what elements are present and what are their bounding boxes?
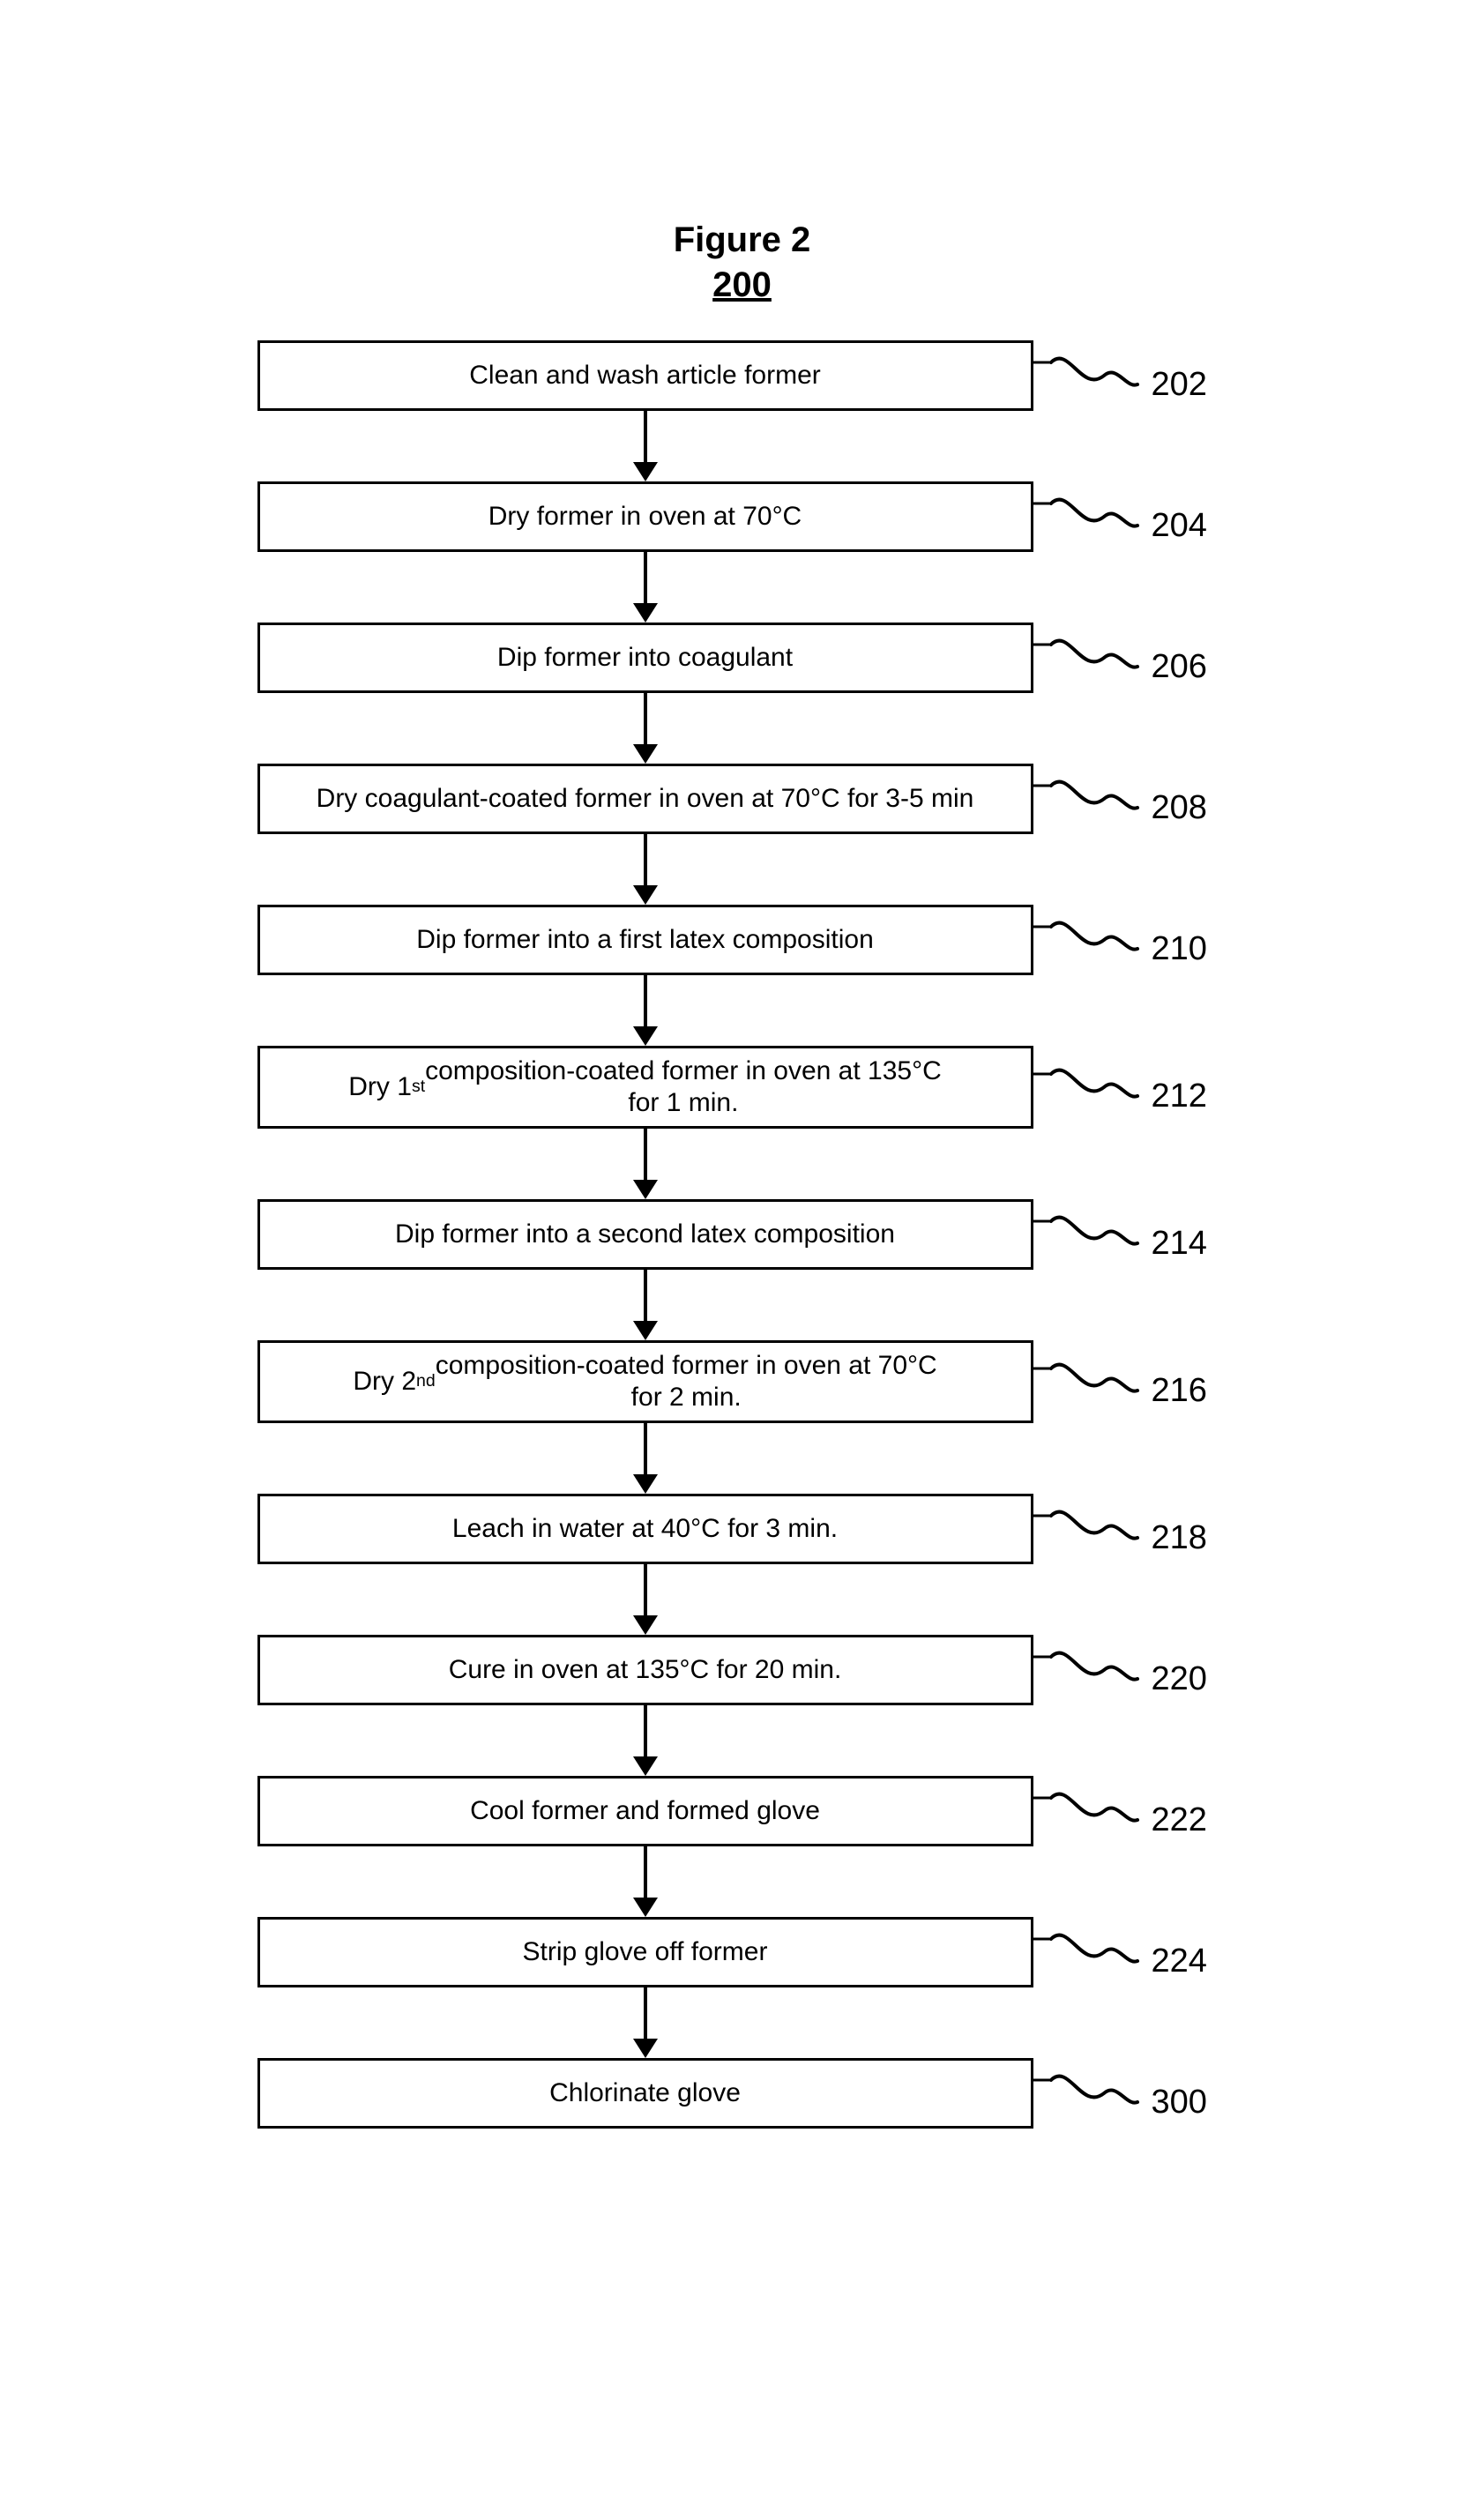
reference-leader: 214 xyxy=(1033,1204,1207,1265)
process-box: Leach in water at 40°C for 3 min. xyxy=(257,1494,1033,1564)
reference-number: 206 xyxy=(1152,648,1207,686)
flow-step: Strip glove off former 224 xyxy=(257,1917,1227,1987)
flow-step: Dip former into a second latex compositi… xyxy=(257,1199,1227,1270)
flow-arrow xyxy=(257,693,1033,764)
process-box: Dry 2nd composition-coated former in ove… xyxy=(257,1340,1033,1423)
process-box: Strip glove off former xyxy=(257,1917,1033,1987)
process-box: Cure in oven at 135°C for 20 min. xyxy=(257,1635,1033,1705)
process-box: Chlorinate glove xyxy=(257,2058,1033,2129)
process-box: Cool former and formed glove xyxy=(257,1776,1033,1846)
flow-step: Chlorinate glove 300 xyxy=(257,2058,1227,2129)
flow-arrow xyxy=(257,1129,1033,1199)
flow-step: Cool former and formed glove 222 xyxy=(257,1776,1227,1846)
process-box: Clean and wash article former xyxy=(257,340,1033,411)
flow-arrow xyxy=(257,1423,1033,1494)
flow-arrow xyxy=(257,1564,1033,1635)
reference-number: 216 xyxy=(1152,1372,1207,1410)
process-box: Dry former in oven at 70°C xyxy=(257,481,1033,552)
reference-leader: 216 xyxy=(1033,1351,1207,1413)
reference-leader: 220 xyxy=(1033,1639,1207,1701)
process-box: Dry coagulant-coated former in oven at 7… xyxy=(257,764,1033,834)
reference-number: 214 xyxy=(1152,1225,1207,1263)
flow-step: Dry coagulant-coated former in oven at 7… xyxy=(257,764,1227,834)
flow-arrow xyxy=(257,1987,1033,2058)
reference-leader: 224 xyxy=(1033,1921,1207,1983)
flow-arrow xyxy=(257,1705,1033,1776)
reference-leader: 208 xyxy=(1033,768,1207,830)
flow-step: Dip former into a first latex compositio… xyxy=(257,905,1227,975)
process-box: Dip former into a second latex compositi… xyxy=(257,1199,1033,1270)
reference-number: 212 xyxy=(1152,1078,1207,1115)
flow-arrow xyxy=(257,1846,1033,1917)
reference-leader: 218 xyxy=(1033,1498,1207,1560)
flow-step: Dry 2nd composition-coated former in ove… xyxy=(257,1340,1227,1423)
reference-number: 224 xyxy=(1152,1943,1207,1980)
reference-leader: 222 xyxy=(1033,1780,1207,1842)
flow-arrow xyxy=(257,834,1033,905)
figure-number: 200 xyxy=(0,265,1484,305)
flow-step: Leach in water at 40°C for 3 min. 218 xyxy=(257,1494,1227,1564)
reference-number: 204 xyxy=(1152,507,1207,545)
flow-arrow xyxy=(257,1270,1033,1340)
flow-step: Clean and wash article former 202 xyxy=(257,340,1227,411)
flow-arrow xyxy=(257,975,1033,1046)
flow-arrow xyxy=(257,411,1033,481)
flow-step: Dip former into coagulant 206 xyxy=(257,623,1227,693)
flow-step: Dry 1st composition-coated former in ove… xyxy=(257,1046,1227,1129)
process-box: Dry 1st composition-coated former in ove… xyxy=(257,1046,1033,1129)
page: Figure 2 200 Clean and wash article form… xyxy=(0,0,1484,2513)
flow-step: Dry former in oven at 70°C 204 xyxy=(257,481,1227,552)
reference-number: 222 xyxy=(1152,1801,1207,1839)
reference-leader: 212 xyxy=(1033,1056,1207,1118)
reference-leader: 210 xyxy=(1033,909,1207,971)
reference-number: 210 xyxy=(1152,930,1207,968)
reference-leader: 206 xyxy=(1033,627,1207,689)
figure-title: Figure 2 xyxy=(0,220,1484,260)
reference-number: 300 xyxy=(1152,2084,1207,2122)
reference-number: 218 xyxy=(1152,1519,1207,1557)
reference-leader: 300 xyxy=(1033,2062,1207,2124)
reference-leader: 204 xyxy=(1033,486,1207,548)
process-box: Dip former into a first latex compositio… xyxy=(257,905,1033,975)
flowchart: Clean and wash article former 202 Dry for… xyxy=(257,340,1227,2129)
reference-number: 202 xyxy=(1152,366,1207,404)
reference-leader: 202 xyxy=(1033,345,1207,406)
process-box: Dip former into coagulant xyxy=(257,623,1033,693)
flow-step: Cure in oven at 135°C for 20 min. 220 xyxy=(257,1635,1227,1705)
reference-number: 208 xyxy=(1152,789,1207,827)
flow-arrow xyxy=(257,552,1033,623)
reference-number: 220 xyxy=(1152,1660,1207,1698)
